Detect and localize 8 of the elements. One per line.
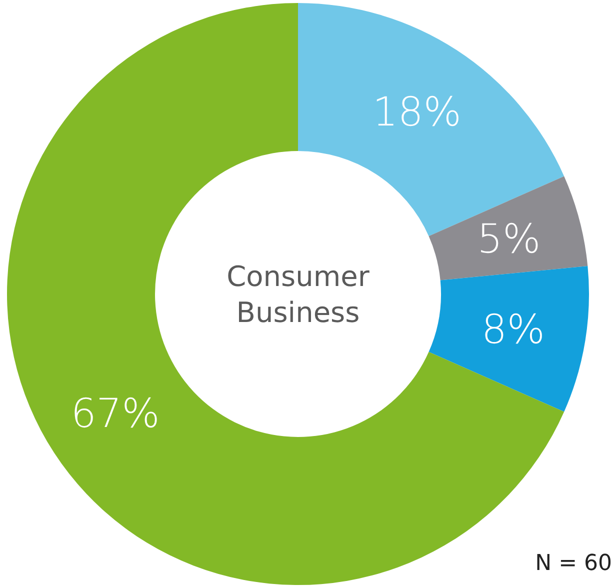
data-label: 8% [481,306,545,353]
data-label: 67% [70,390,160,437]
donut-slice [428,176,588,280]
data-label: 18% [372,89,462,136]
data-label: 5% [477,216,541,263]
text: N = 60 [535,551,612,576]
text: Consumer Business [226,260,370,329]
donut-slice [428,266,589,412]
